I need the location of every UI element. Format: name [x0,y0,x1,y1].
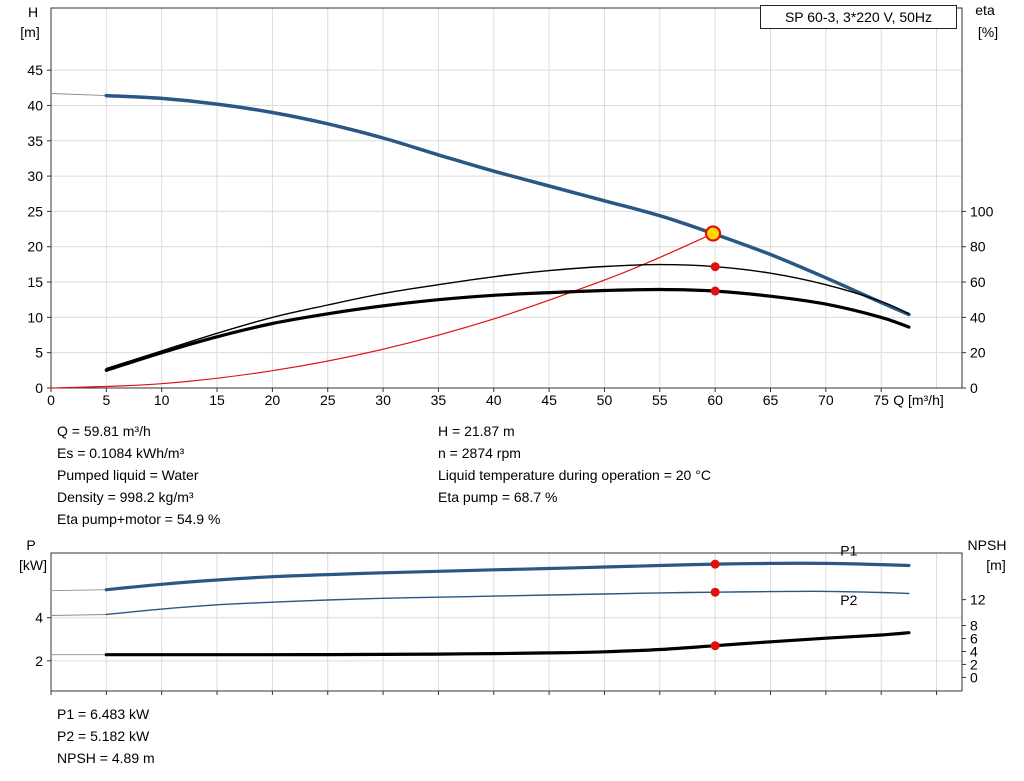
svg-text:6: 6 [970,631,978,647]
svg-text:10: 10 [154,392,170,408]
svg-text:75: 75 [873,392,889,408]
right-axis-unit: [%] [978,24,998,40]
svg-text:4: 4 [35,610,43,626]
svg-text:20: 20 [970,345,986,361]
npsh-point [710,641,720,651]
info-line-eta-pump: Eta pump = 68.7 % [438,489,558,505]
eta-pump-curve [105,263,910,370]
svg-text:0: 0 [970,669,978,685]
p1-curve [104,561,911,592]
svg-text:70: 70 [818,392,834,408]
info-line-eta-pump-motor: Eta pump+motor = 54.9 % [57,511,221,527]
svg-text:50: 50 [597,392,613,408]
p2-leader [50,614,107,616]
svg-text:0: 0 [970,380,978,396]
npsh-curve [104,631,911,657]
svg-text:10: 10 [27,309,43,325]
p2-curve [105,590,910,616]
svg-text:45: 45 [27,62,43,78]
svg-text:100: 100 [970,203,994,219]
info-line-temperature: Liquid temperature during operation = 20… [438,467,711,483]
p1-leader [50,589,107,592]
svg-text:12: 12 [970,592,986,608]
svg-text:4: 4 [970,643,978,659]
svg-text:0: 0 [47,392,55,408]
svg-text:5: 5 [35,345,43,361]
power-info-column: P1 = 6.483 kW P2 = 5.182 kW NPSH = 4.89 … [57,703,155,769]
series-label-P2: P2 [840,592,857,608]
p1-point [710,559,720,569]
svg-text:0: 0 [35,380,43,396]
duty-point [704,225,722,242]
left-axis-label: H [28,4,38,20]
pump-model-badge: SP 60-3, 3*220 V, 50Hz [760,5,957,29]
head-curve-leader [50,93,107,97]
system-curve [50,232,714,389]
left-axis-unit: [kW] [19,557,47,573]
svg-text:20: 20 [265,392,281,408]
info-line-pumped-liquid: Pumped liquid = Water [57,467,199,483]
svg-text:30: 30 [375,392,391,408]
svg-text:15: 15 [27,274,43,290]
svg-text:35: 35 [27,133,43,149]
right-axis-unit: [m] [986,557,1005,573]
right-axis-label: eta [975,2,995,18]
info-line-head: H = 21.87 m [438,423,515,439]
eta-pump-motor-point [710,286,720,296]
info-line-p1: P1 = 6.483 kW [57,706,150,722]
svg-text:15: 15 [209,392,225,408]
svg-text:60: 60 [970,274,986,290]
svg-text:8: 8 [970,618,978,634]
svg-text:2: 2 [970,656,978,672]
svg-text:55: 55 [652,392,668,408]
svg-text:25: 25 [27,203,43,219]
svg-text:2: 2 [35,653,43,669]
svg-text:35: 35 [431,392,447,408]
duty-info-right-column: H = 21.87 m n = 2874 rpm Liquid temperat… [438,420,711,508]
info-line-density: Density = 998.2 kg/m³ [57,489,194,505]
info-line-p2: P2 = 5.182 kW [57,728,150,744]
eta-pump-motor-curve [104,287,911,372]
svg-text:40: 40 [486,392,502,408]
svg-text:40: 40 [970,309,986,325]
svg-text:30: 30 [27,168,43,184]
duty-info-left-column: Q = 59.81 m³/h Es = 0.1084 kWh/m³ Pumped… [57,420,220,530]
svg-text:65: 65 [763,392,779,408]
x-axis-label: Q [m³/h] [893,392,944,408]
right-axis-label: NPSH [968,537,1007,553]
svg-text:45: 45 [541,392,557,408]
info-line-flow: Q = 59.81 m³/h [57,423,151,439]
svg-text:20: 20 [27,239,43,255]
left-axis-unit: [m] [20,24,39,40]
info-line-npsh: NPSH = 4.89 m [57,750,155,766]
eta-pump-point [710,262,720,272]
left-axis-label: P [26,537,35,553]
svg-text:40: 40 [27,97,43,113]
svg-text:5: 5 [102,392,110,408]
svg-text:60: 60 [707,392,723,408]
series-label-P1: P1 [840,543,857,559]
svg-text:25: 25 [320,392,336,408]
info-line-speed: n = 2874 rpm [438,445,521,461]
svg-text:80: 80 [970,239,986,255]
info-line-specific-energy: Es = 0.1084 kWh/m³ [57,445,185,461]
head-curve [104,93,911,317]
p2-point [710,587,720,597]
